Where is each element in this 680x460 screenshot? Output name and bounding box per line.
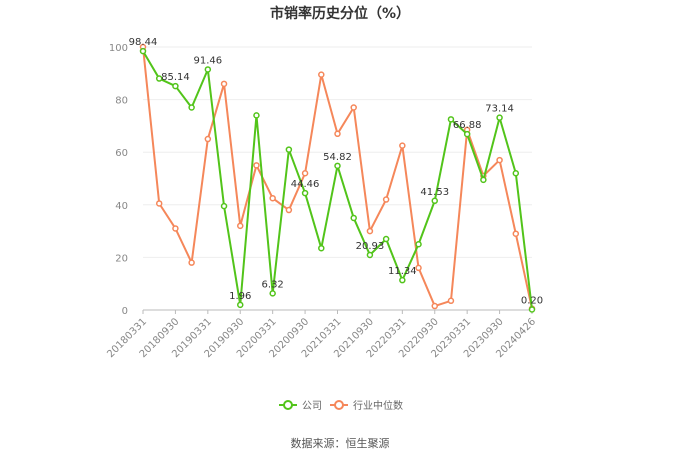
industry-median-point[interactable] [318,71,325,78]
data-label: 98.44 [129,37,158,48]
industry-median-point[interactable] [220,80,228,88]
data-label: 44.46 [291,179,320,190]
data-label: 1.96 [229,291,251,302]
industry-median-point[interactable] [350,104,357,111]
industry-median-point[interactable] [399,142,406,149]
industry-median-point[interactable] [285,206,293,214]
company-point[interactable] [318,244,325,252]
data-label: 85.14 [161,72,190,83]
company-point[interactable] [220,202,228,210]
industry-median-point[interactable] [496,156,503,164]
series-industry-median [139,43,536,312]
y-axis: 0 20 40 60 80 100 [109,43,128,317]
y-tick-label: 60 [115,148,128,159]
company-point[interactable] [366,251,374,259]
company-line [142,50,533,310]
legend-industry-label: 行业中位数 [353,399,403,412]
company-point[interactable] [350,214,357,222]
legend-company-marker [283,400,293,410]
legend[interactable]: 公司 行业中位数 [279,399,403,412]
company-point[interactable] [237,301,244,309]
y-tick-label: 40 [115,201,128,212]
company-point[interactable] [415,241,422,248]
x-axis: 2018033120180930201903312019093020200331… [105,309,538,360]
series-layer [139,43,536,313]
y-tick-label: 100 [109,43,128,54]
industry-median-point[interactable] [366,227,374,235]
data-label: 41.53 [420,187,449,198]
industry-median-point[interactable] [301,169,309,177]
company-point[interactable] [447,116,455,123]
data-label: 11.34 [388,266,417,277]
data-label: 54.82 [323,152,352,163]
industry-median-point[interactable] [415,264,422,272]
industry-median-point[interactable] [512,230,520,237]
company-point[interactable] [334,162,341,170]
y-tick-label: 0 [122,306,128,317]
industry-median-point[interactable] [253,162,260,169]
industry-median-point[interactable] [155,200,163,207]
legend-item-industry-median[interactable]: 行业中位数 [330,399,403,412]
company-point[interactable] [480,176,487,184]
data-label: 66.88 [453,120,482,131]
industry-median-point[interactable] [431,302,438,310]
source-note: 数据来源：恒生聚源 [291,436,390,450]
industry-median-point[interactable] [188,259,195,266]
industry-median-point[interactable] [447,297,455,305]
industry-median-point[interactable] [204,135,212,143]
company-point[interactable] [204,66,212,73]
company-point[interactable] [188,104,195,111]
industry-median-point[interactable] [237,222,244,230]
company-point[interactable] [155,75,163,82]
legend-company-label: 公司 [302,401,322,412]
y-tick-label: 80 [115,96,128,107]
industry-median-point[interactable] [172,225,179,232]
company-point[interactable] [496,114,503,121]
legend-item-company[interactable]: 公司 [279,400,322,412]
data-label: 0.20 [521,295,543,306]
industry-median-point[interactable] [382,196,390,203]
company-point[interactable] [399,276,406,284]
legend-industry-marker [334,400,344,410]
company-point[interactable] [269,290,276,297]
company-point[interactable] [172,82,179,90]
data-label: 73.14 [485,104,514,115]
company-point[interactable] [463,130,471,138]
company-point[interactable] [253,112,260,119]
industry-median-point[interactable] [269,194,276,202]
chart-title: 市销率历史分位（%） [270,5,410,22]
company-point[interactable] [512,169,520,177]
industry-median-point[interactable] [334,130,341,138]
data-label: 6.32 [262,279,284,290]
company-point[interactable] [382,235,390,243]
company-point[interactable] [285,146,293,153]
company-point[interactable] [301,189,309,197]
series-company [139,47,536,313]
data-label: 20.93 [356,241,385,252]
company-point[interactable] [431,197,438,205]
data-label: 91.46 [194,55,223,66]
company-point[interactable] [139,47,147,55]
data-labels: 98.44 85.14 91.46 1.96 6.32 44.46 54.82 20.93 11… [129,37,543,306]
company-point[interactable] [528,306,536,313]
y-tick-label: 20 [115,253,128,264]
